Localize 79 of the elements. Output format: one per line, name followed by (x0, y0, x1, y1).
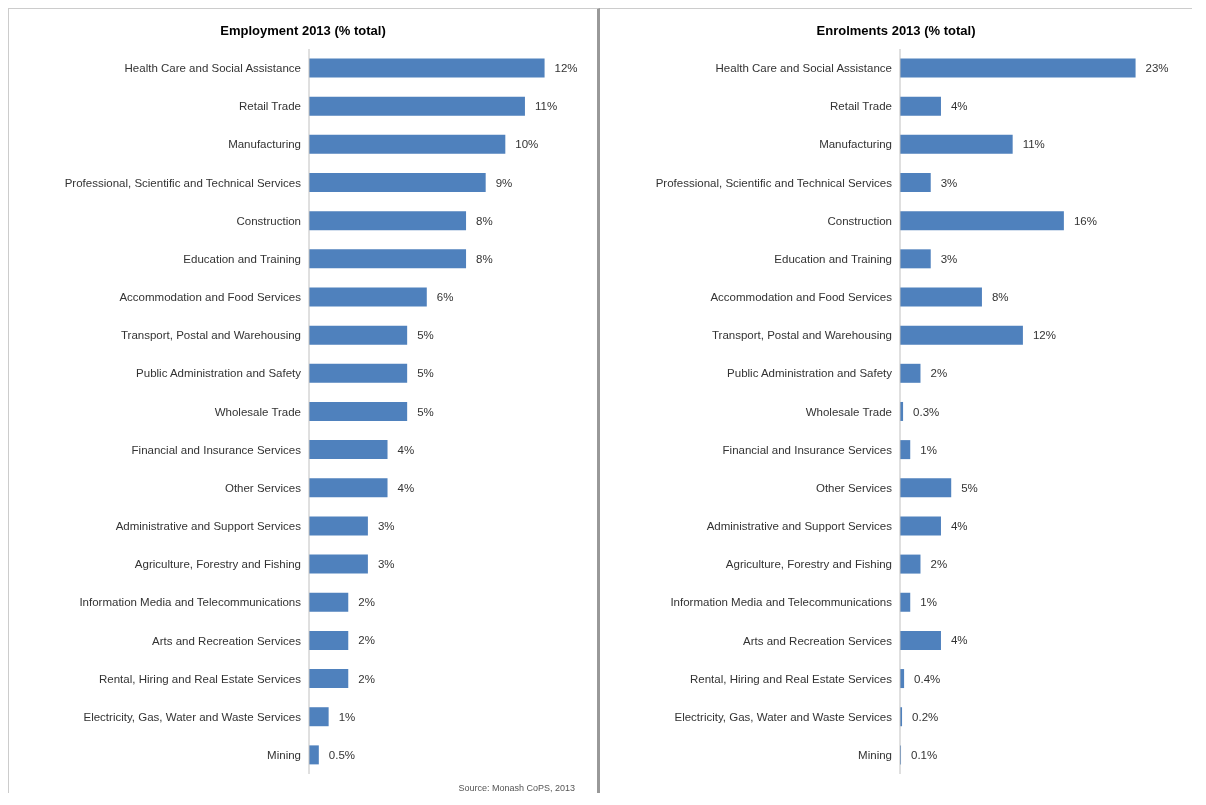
y-tick-label: Electricity, Gas, Water and Waste Services (83, 710, 302, 723)
y-tick-label: Financial and Insurance Services (722, 443, 893, 456)
y-tick-label: Other Services (224, 481, 302, 494)
data-label: 3% (940, 252, 958, 265)
data-label: 2% (358, 596, 375, 609)
data-label: 2% (358, 634, 375, 647)
y-tick-label: Electricity, Gas, Water and Waste Services (674, 710, 893, 723)
data-label: 11% (534, 100, 558, 113)
y-tick-label: Professional, Scientific and Technical Services (64, 176, 302, 189)
data-label: 0.3% (913, 405, 940, 418)
data-label: 0.5% (328, 748, 356, 761)
y-tick-label: Other Services (815, 481, 893, 494)
y-tick-label: Education and Training (774, 252, 892, 265)
data-label: 4% (397, 443, 415, 456)
data-label: 6% (436, 291, 454, 304)
y-tick-label: Manufacturing (819, 138, 892, 151)
y-tick-label: Transport, Postal and Warehousing (120, 329, 301, 342)
y-tick-label: Financial and Insurance Services (131, 443, 302, 456)
y-tick-label: Construction (236, 214, 301, 227)
y-tick-label: Administrative and Support Services (706, 520, 893, 533)
data-label: 11% (1022, 138, 1045, 151)
data-label: 0.1% (911, 748, 938, 761)
data-label: 5% (417, 367, 434, 380)
data-label: 9% (495, 176, 513, 189)
data-label: 8% (991, 291, 1009, 304)
data-label: 3% (940, 176, 958, 189)
data-label: 1% (338, 710, 356, 723)
y-tick-label: Rental, Hiring and Real Estate Services (690, 672, 893, 685)
y-tick-label: Manufacturing (228, 138, 301, 151)
data-label: 8% (476, 214, 493, 227)
y-tick-label: Arts and Recreation Services (152, 634, 302, 647)
y-tick-label: Information Media and Telecommunications (79, 596, 302, 609)
data-label: 5% (417, 405, 434, 418)
data-label: 4% (950, 520, 968, 533)
y-tick-label: Health Care and Social Assistance (124, 62, 301, 75)
y-tick-label: Accommodation and Food Services (119, 291, 302, 304)
data-label: 2% (930, 367, 948, 380)
data-label: 12% (1032, 329, 1056, 342)
y-tick-label: Mining (858, 749, 892, 761)
data-label: 4% (397, 481, 415, 494)
data-label: 1% (920, 443, 937, 456)
y-tick-label: Public Administration and Safety (136, 367, 302, 380)
y-tick-label: Wholesale Trade (805, 405, 892, 418)
y-tick-label: Retail Trade (238, 100, 301, 113)
y-tick-label: Wholesale Trade (214, 405, 301, 418)
data-label: 2% (930, 558, 948, 571)
y-tick-label: Arts and Recreation Services (743, 634, 893, 647)
data-label: 10% (515, 138, 539, 151)
data-label: 5% (417, 329, 434, 342)
y-tick-label: Transport, Postal and Warehousing (711, 329, 892, 342)
data-label: 12% (554, 62, 578, 75)
y-tick-label: Retail Trade (829, 100, 892, 113)
data-label: 0.2% (912, 710, 939, 723)
y-tick-label: Agriculture, Forestry and Fishing (134, 558, 301, 571)
data-label: 16% (1073, 214, 1097, 227)
chart-title: Employment 2013 (% total) (219, 23, 387, 40)
y-tick-label: Mining (267, 749, 301, 761)
data-label: 8% (476, 252, 493, 265)
y-tick-label: Health Care and Social Assistance (715, 62, 892, 75)
data-label: 2% (358, 672, 375, 685)
y-tick-label: Accommodation and Food Services (710, 291, 893, 304)
y-tick-label: Construction (827, 214, 892, 227)
y-tick-label: Agriculture, Forestry and Fishing (725, 558, 892, 571)
y-tick-label: Rental, Hiring and Real Estate Services (99, 672, 302, 685)
chart-title: Enrolments 2013 (% total) (815, 23, 977, 40)
y-tick-label: Administrative and Support Services (115, 520, 302, 533)
data-label: 0.4% (914, 672, 941, 685)
source-note: Source: Monash CoPS, 2013 (458, 783, 575, 793)
data-label: 23% (1145, 62, 1169, 75)
data-label: 1% (920, 596, 937, 609)
y-tick-label: Professional, Scientific and Technical Services (655, 176, 893, 189)
y-tick-label: Education and Training (183, 252, 301, 265)
data-label: 3% (377, 520, 395, 533)
data-label: 4% (950, 634, 968, 647)
y-tick-label: Information Media and Telecommunications (670, 596, 893, 609)
y-tick-label: Public Administration and Safety (727, 367, 893, 380)
data-label: 3% (377, 558, 395, 571)
data-label: 4% (950, 100, 968, 113)
data-label: 5% (961, 481, 978, 494)
